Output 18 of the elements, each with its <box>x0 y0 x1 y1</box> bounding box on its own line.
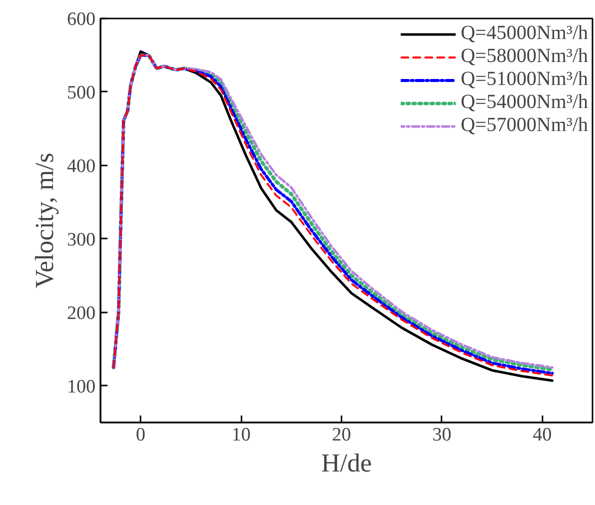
y-tick-label: 400 <box>67 156 96 177</box>
legend-label: Q=51000Nm³/h <box>460 68 588 91</box>
x-axis-title: H/de <box>321 448 372 478</box>
y-tick-label: 500 <box>67 82 96 104</box>
y-tick-label: 100 <box>67 376 96 398</box>
y-tick-label: 200 <box>67 302 96 324</box>
y-tick-label: 300 <box>67 229 96 250</box>
y-tick-label: 600 <box>67 9 96 30</box>
x-tick-label: 40 <box>532 424 552 446</box>
legend-label: Q=57000Nm³/h <box>460 114 588 137</box>
legend-label: Q=45000Nm³/h <box>460 22 588 45</box>
y-axis-title: Velocity, m/s <box>30 152 59 288</box>
legend-label: Q=54000Nm³/h <box>460 91 588 114</box>
x-tick-label: 30 <box>432 424 452 446</box>
x-tick-label: 10 <box>232 424 251 446</box>
x-tick-label: 20 <box>332 424 351 446</box>
legend-label: Q=58000Nm³/h <box>460 45 588 68</box>
x-tick-label: 0 <box>136 424 146 446</box>
